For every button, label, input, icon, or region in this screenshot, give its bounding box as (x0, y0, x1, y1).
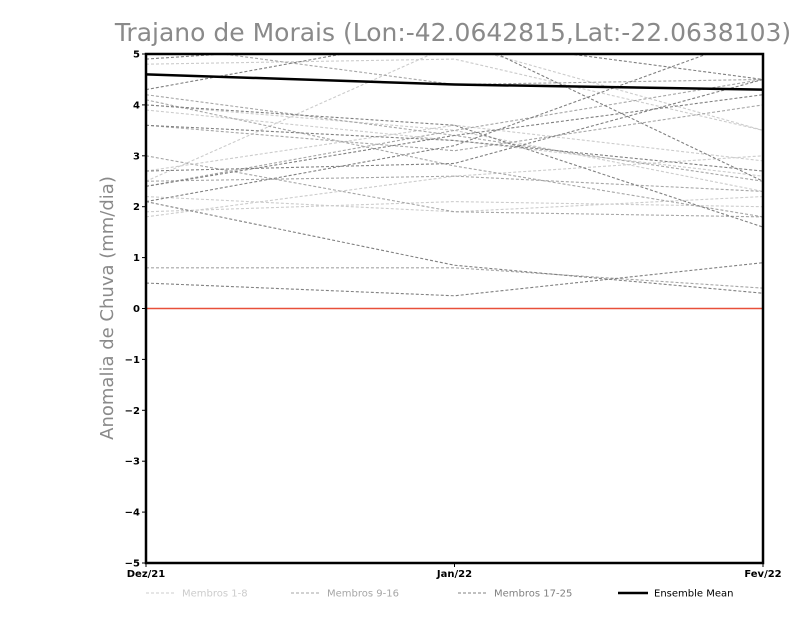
member-line-8 (146, 109, 763, 177)
member-line-11 (146, 99, 763, 218)
y-tick-label: 0 (133, 304, 140, 315)
member-line-21 (146, 104, 763, 228)
chart-title: Trajano de Morais (Lon:-42.0642815,Lat:-… (114, 18, 791, 47)
member-line-16 (146, 104, 763, 152)
member-line-9 (146, 78, 763, 187)
y-tick-label: 1 (133, 253, 140, 264)
y-tick-label: −4 (125, 508, 140, 519)
member-line-5 (146, 104, 763, 192)
member-line-23 (146, 54, 763, 182)
member-line-2 (146, 155, 763, 218)
y-ticks: 5 4 3 2 1 0 −1 −2 −3 −4 −5 (125, 50, 146, 570)
x-ticks: Dez/21 Jan/22 Fev/22 (127, 563, 782, 580)
y-tick-label: −1 (125, 355, 140, 366)
series-layer (146, 54, 763, 297)
legend-label: Membros 1-8 (182, 589, 248, 600)
ensemble-mean-layer (146, 73, 763, 91)
y-tick-label: 3 (133, 151, 140, 162)
x-tick-label: Fev/22 (744, 569, 781, 580)
member-line-22 (146, 78, 763, 172)
legend-label: Ensemble Mean (654, 589, 733, 600)
member-line-25 (146, 94, 763, 187)
member-line-1 (146, 58, 763, 131)
member-line-20 (146, 201, 763, 294)
member-line-7 (146, 195, 763, 213)
legend-label: Membros 9-16 (327, 589, 399, 600)
legend-item: Membros 1-8 (146, 589, 248, 600)
y-tick-label: −2 (125, 406, 140, 417)
legend-item: Membros 17-25 (458, 589, 572, 600)
member-line-18 (146, 54, 709, 203)
y-tick-label: 2 (133, 202, 140, 213)
ensemble-mean-line (146, 73, 763, 91)
legend: Membros 1-8 Membros 9-16 Membros 17-25 Ense… (146, 589, 733, 600)
member-line-24 (146, 124, 763, 172)
y-tick-label: −3 (125, 457, 140, 468)
y-tick-label: 5 (133, 50, 140, 61)
member-line-17 (146, 54, 763, 80)
y-axis-label: Anomalia de Chuva (mm/dia) (97, 176, 118, 440)
legend-item: Ensemble Mean (618, 589, 733, 600)
member-line-12 (146, 267, 763, 289)
member-line-4 (146, 201, 763, 213)
member-line-19 (146, 262, 763, 297)
legend-label: Membros 17-25 (494, 589, 572, 600)
member-line-3 (146, 124, 763, 172)
member-line-14 (146, 175, 763, 192)
x-tick-label: Dez/21 (127, 569, 166, 580)
member-line-6 (146, 54, 763, 182)
y-tick-label: −5 (125, 559, 140, 570)
legend-item: Membros 9-16 (291, 589, 399, 600)
x-tick-label: Jan/22 (436, 569, 472, 580)
y-tick-label: 4 (133, 100, 140, 111)
